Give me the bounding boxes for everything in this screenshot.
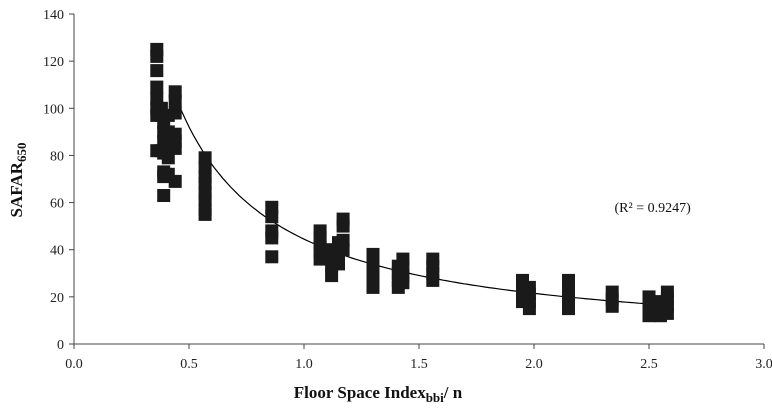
- data-point: [168, 94, 182, 108]
- data-point: [150, 80, 164, 94]
- x-axis-title-suffix: / n: [443, 383, 463, 402]
- x-axis-title-main: Floor Space Index: [294, 383, 426, 402]
- data-point: [562, 302, 575, 316]
- y-axis-title: SAFAR650: [7, 143, 29, 218]
- data-point: [522, 302, 536, 316]
- x-tick-label: 2.5: [640, 357, 658, 372]
- y-ticks: 0 20 40 60 80 100 120 140: [43, 8, 74, 353]
- x-axis-title: Floor Space Indexbbi/ n: [294, 383, 463, 405]
- r-squared-annotation: (R² = 0.9247): [615, 201, 692, 216]
- data-point: [313, 252, 327, 266]
- data-point: [325, 269, 339, 283]
- data-point: [168, 141, 182, 155]
- y-tick-label: 60: [50, 197, 64, 212]
- x-tick-label: 1.0: [295, 357, 313, 372]
- data-point: [336, 219, 350, 233]
- data-point: [150, 49, 164, 63]
- data-point: [366, 280, 380, 294]
- y-tick-label: 120: [43, 55, 64, 70]
- x-tick-label: 3.0: [755, 357, 772, 372]
- data-point: [150, 64, 164, 78]
- trendline: [172, 89, 673, 307]
- x-tick-label: 0.5: [180, 357, 198, 372]
- data-point: [168, 106, 182, 120]
- y-tick-label: 0: [57, 338, 64, 353]
- x-tick-label: 0.0: [65, 357, 83, 372]
- data-point: [426, 273, 440, 287]
- y-tick-label: 140: [43, 8, 64, 23]
- data-point: [396, 276, 410, 290]
- y-tick-label: 20: [50, 291, 64, 306]
- data-point: [157, 189, 171, 202]
- data-point: [265, 210, 279, 224]
- x-ticks: 0.0 0.5 1.0 1.5 2.0 2.5 3.0: [65, 344, 772, 372]
- data-point: [168, 174, 182, 188]
- y-tick-label: 100: [43, 102, 64, 117]
- y-tick-label: 80: [50, 149, 64, 164]
- data-point: [336, 243, 350, 257]
- data-point: [265, 231, 279, 245]
- y-axis-title-main: SAFAR: [7, 161, 26, 217]
- x-axis-title-subscript: bbi: [426, 390, 444, 405]
- x-tick-label: 2.0: [525, 357, 543, 372]
- data-point: [265, 250, 279, 264]
- data-point: [642, 309, 656, 323]
- y-axis-title-subscript: 650: [14, 143, 29, 163]
- data-point: [660, 306, 674, 320]
- data-point: [198, 207, 212, 221]
- x-tick-label: 1.5: [410, 357, 428, 372]
- y-tick-label: 40: [50, 244, 64, 259]
- data-point: [332, 257, 345, 271]
- data-point: [605, 299, 619, 313]
- data-points: [150, 42, 674, 323]
